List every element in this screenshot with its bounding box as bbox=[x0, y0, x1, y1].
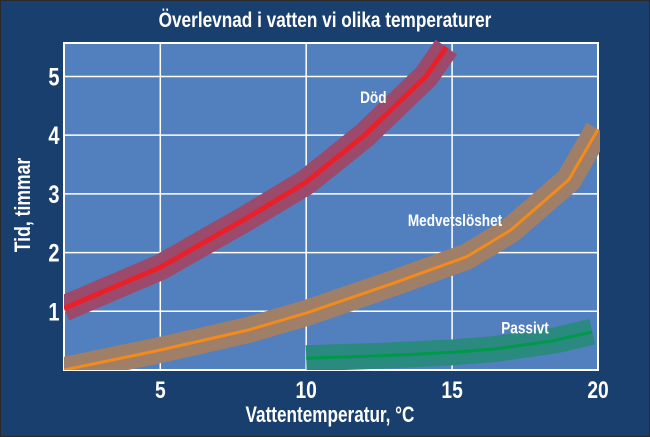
y-tick-label: 3 bbox=[48, 181, 59, 209]
y-tick-label: 2 bbox=[48, 239, 59, 267]
x-tick-label: 20 bbox=[587, 376, 608, 404]
line-passivt bbox=[306, 330, 593, 360]
y-tick-label: 5 bbox=[48, 63, 59, 91]
line-dd bbox=[64, 45, 449, 311]
x-axis-label: Vattentemperatur, °C bbox=[246, 403, 415, 428]
line-medvetslshet bbox=[64, 128, 600, 370]
x-tick-label: 5 bbox=[155, 376, 166, 404]
x-tick-label: 10 bbox=[296, 376, 317, 404]
y-tick-label: 1 bbox=[48, 298, 59, 326]
y-tick-label: 4 bbox=[48, 122, 59, 150]
series-label-passivt: Passivt bbox=[501, 319, 549, 338]
chart-title: Överlevnad i vatten vi olika temperature… bbox=[159, 10, 492, 33]
y-axis-label: Tid, timmar bbox=[11, 158, 35, 253]
x-tick-label: 15 bbox=[441, 376, 462, 404]
series-label-medvetslshet: Medvetslöshet bbox=[408, 212, 502, 231]
series-label-dd: Död bbox=[360, 89, 386, 108]
